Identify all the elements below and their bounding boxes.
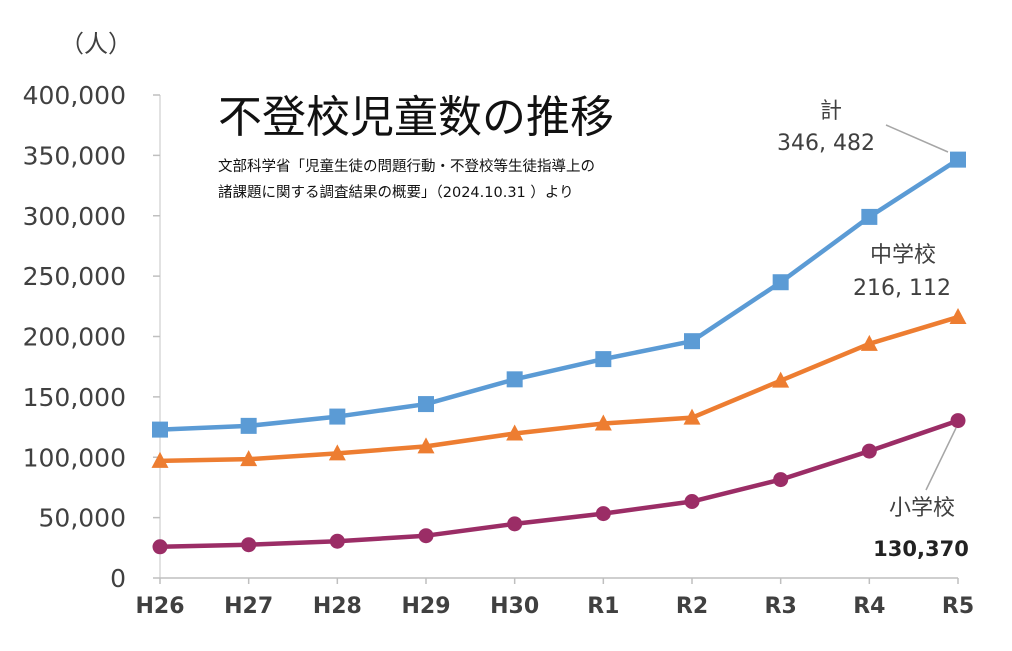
data-point-circle [241,537,257,553]
y-tick-label: 300,000 [23,202,126,231]
y-axis-unit: （人） [60,30,132,58]
source-line-2: 諸課題に関する調査結果の概要」（2024.10.31 ）より [218,184,574,201]
y-tick-label: 150,000 [23,383,126,412]
data-point-circle [773,472,789,488]
data-point-triangle [683,408,701,425]
elementary-value-label: 130,370 [873,537,969,561]
data-point-circle [418,528,434,544]
data-point-square [595,351,612,368]
middle-school-value-label: 216, 112 [853,276,951,301]
data-point-square [418,396,434,413]
data-point-circle [329,533,345,549]
data-point-triangle [772,371,790,388]
x-tick-label: H27 [224,594,273,619]
data-point-circle [684,494,700,510]
x-tick-label: R4 [853,594,885,619]
total-value-label: 346, 482 [777,131,875,156]
chart-title: 不登校児童数の推移 [218,92,614,143]
total-leader-line [885,124,949,153]
data-point-square [506,371,523,388]
source-line-1: 文部科学省「児童生徒の問題行動・不登校等生徒指導上の [218,157,595,175]
x-tick-label: R1 [587,594,619,619]
data-point-triangle [506,424,524,441]
elementary-series-label: 小学校 [889,496,955,521]
series-line-square [157,157,961,432]
series-line-circle [157,418,961,550]
data-point-triangle [949,308,967,325]
data-point-triangle [594,414,612,431]
data-point-triangle [417,437,435,454]
data-point-square [152,421,168,438]
data-point-triangle [328,444,346,461]
elementary-leader-line [925,427,957,491]
x-tick-label: R2 [676,594,708,619]
y-tick-label: 400,000 [23,81,126,110]
data-point-triangle [240,450,258,467]
y-tick-label: 100,000 [23,443,126,472]
x-tick-label: H26 [135,594,184,619]
x-tick-label: H28 [313,594,362,619]
data-point-square [240,417,257,434]
data-point-circle [595,506,611,522]
data-point-circle [950,413,966,429]
x-tick-label: H29 [401,594,450,619]
data-point-square [772,274,789,291]
data-point-triangle [860,334,878,351]
y-tick-label: 250,000 [23,262,126,291]
data-point-triangle [151,451,169,468]
series-line-triangle [157,314,961,464]
y-tick-label: 50,000 [39,504,126,533]
x-tick-label: H30 [490,594,539,619]
data-point-circle [861,443,877,459]
data-point-circle [152,539,168,555]
data-point-square [684,333,700,350]
data-point-circle [507,516,523,532]
data-point-square [329,408,346,425]
x-tick-label: R3 [765,594,797,619]
total-series-label: 計 [820,99,842,124]
y-tick-label: 350,000 [23,141,126,170]
x-tick-label: R5 [942,594,974,619]
y-tick-label: 0 [110,564,126,593]
data-point-square [950,151,966,168]
data-point-square [861,208,878,225]
y-tick-label: 200,000 [23,323,126,352]
middle-school-series-label: 中学校 [870,243,936,268]
